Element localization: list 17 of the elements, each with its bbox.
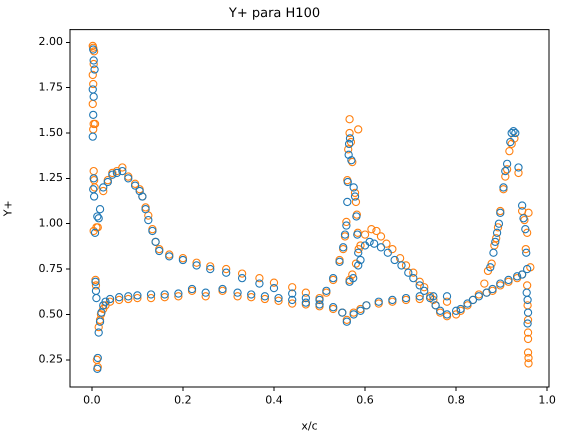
- x-tick-label: 0.2: [174, 393, 192, 406]
- y-tick-label: 0.75: [38, 262, 63, 275]
- y-tick-label: 0.25: [38, 352, 63, 366]
- y-tick-label: 1.50: [38, 126, 63, 139]
- x-tick-label: 1.0: [538, 393, 556, 406]
- x-tick-label: 0.4: [265, 393, 283, 406]
- x-tick-label: 0.0: [83, 393, 101, 406]
- chart-title: Y+ para H100: [228, 6, 320, 22]
- y-tick-label: 0.50: [38, 307, 63, 320]
- y-tick-label: 1.25: [38, 171, 63, 184]
- y-tick-label: 1.00: [38, 216, 63, 230]
- y-tick-label: 1.75: [38, 80, 63, 94]
- x-tick-label: 0.8: [447, 393, 465, 406]
- y-tick-label: 2.00: [38, 35, 63, 48]
- y-axis-title: Y+: [1, 200, 14, 218]
- x-tick-label: 0.6: [356, 393, 374, 406]
- x-axis-title: x/c: [301, 419, 318, 432]
